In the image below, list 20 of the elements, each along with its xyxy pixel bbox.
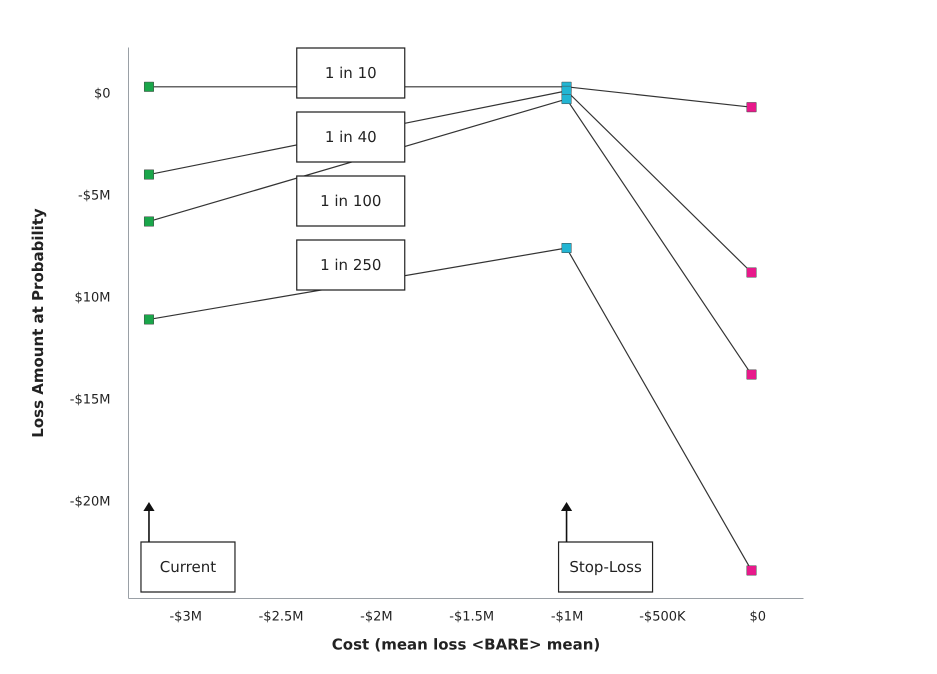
y-tick-label: $0 [94,86,110,102]
y-axis-title: Loss Amount at Probability [28,208,47,438]
annotation: Current [160,558,216,576]
series-label: 1 in 40 [324,128,377,146]
x-axis-title: Cost (mean loss <BARE> mean) [332,636,600,654]
y-tick-label: -$15M [70,392,110,408]
x-tick-label: -$3M [169,610,202,624]
x-tick-label: -$1.5M [449,610,494,624]
y-tick-label: $10M [74,290,110,306]
x-tick-label: -$2.5M [258,610,304,624]
annotation: Stop-Loss [569,558,642,576]
series-label: 1 in 10 [324,64,377,82]
y-tick-label: -$20M [70,494,110,510]
x-tick-label: $0 [749,610,766,624]
x-tick-label: -$1M [550,610,584,624]
x-tick-label: -$500K [639,610,686,624]
series-label: 1 in 100 [320,192,382,210]
y-tick-label: -$5M [78,188,110,204]
x-tick-label: -$2M [360,610,393,624]
series-label: 1 in 250 [320,256,382,274]
